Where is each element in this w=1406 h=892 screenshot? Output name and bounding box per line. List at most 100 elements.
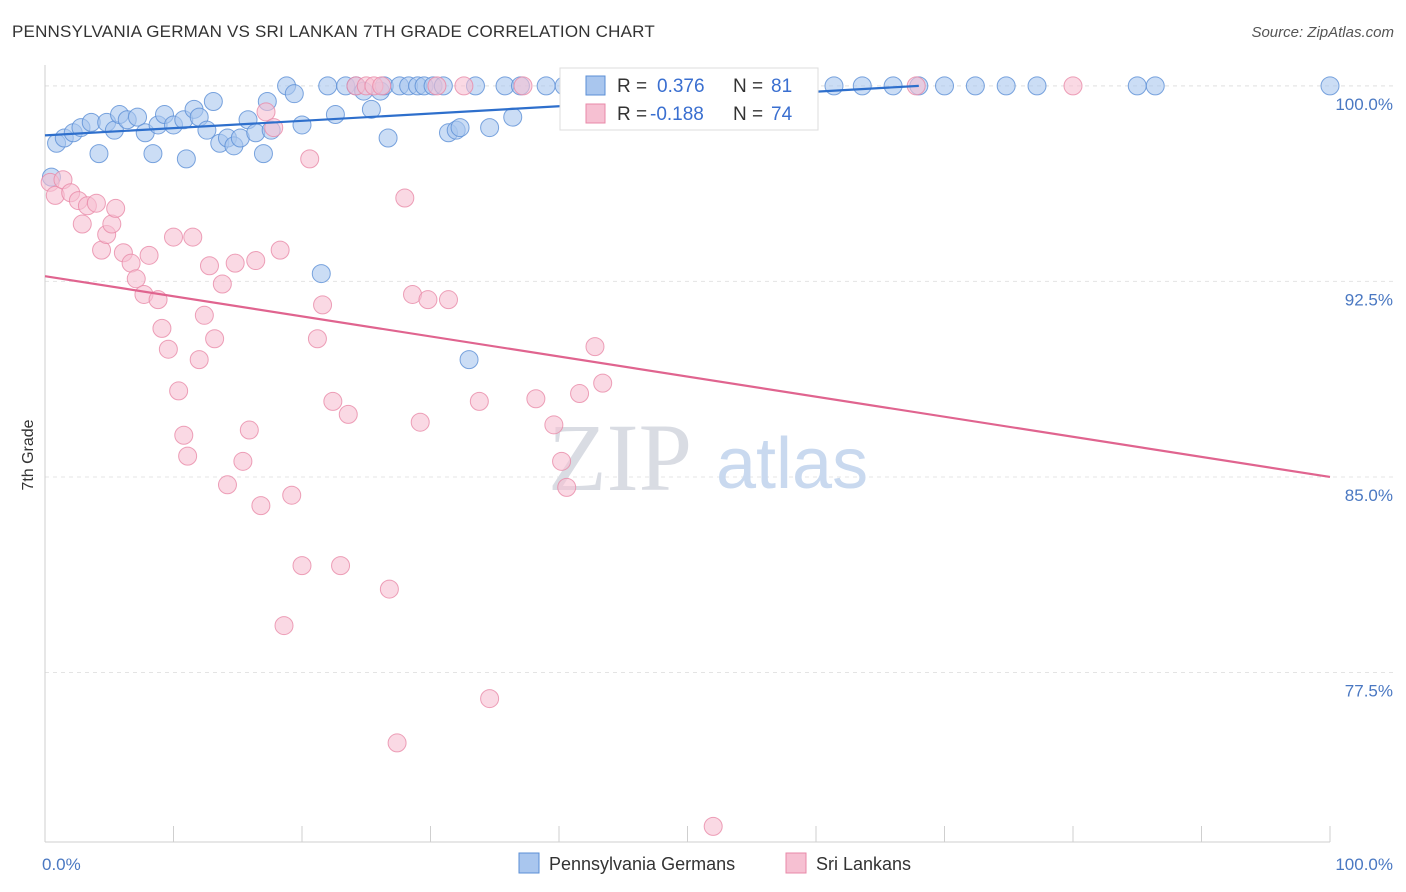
watermark-atlas: atlas [716,424,868,504]
point-pennsylvania-german [292,115,312,135]
point-pennsylvania-german [852,76,872,96]
point-sri-lankan [338,404,358,424]
point-sri-lankan [427,76,447,96]
point-pennsylvania-german [450,118,470,138]
point-pennsylvania-german [176,149,196,169]
point-sri-lankan [164,227,183,247]
point-sri-lankan [86,193,106,213]
point-sri-lankan [331,556,351,576]
legend-n-value-blue: 81 [771,76,792,97]
legend-r-label-pink: R = [617,104,647,125]
point-sri-lankan [418,290,438,310]
legend-n-value-pink: 74 [771,104,793,125]
point-pennsylvania-german [996,76,1016,96]
point-sri-lankan [106,198,126,218]
point-sri-lankan [169,381,189,401]
point-sri-lankan [570,384,590,404]
point-pennsylvania-german [1145,76,1165,96]
point-sri-lankan [323,391,343,411]
point-pennsylvania-german [480,118,500,138]
y-tick-label: 77.5% [1345,682,1393,701]
point-sri-lankan [126,269,146,289]
point-sri-lankan [544,415,564,435]
point-sri-lankan [205,329,225,349]
point-sri-lankan [513,76,533,96]
point-pennsylvania-german [1027,76,1047,96]
point-sri-lankan [1063,76,1083,96]
point-sri-lankan [307,329,327,349]
point-sri-lankan [379,579,399,599]
point-sri-lankan [178,446,198,466]
legend-r-value-blue: 0.376 [657,76,705,97]
point-pennsylvania-german [361,99,381,119]
trend-line-sri-lankan [44,275,1331,479]
point-pennsylvania-german [318,76,338,96]
point-pennsylvania-german [1127,76,1147,96]
point-sri-lankan [189,350,209,370]
point-pennsylvania-german [824,76,844,96]
legend-swatch-pink [585,103,606,124]
point-sri-lankan [225,253,245,273]
point-sri-lankan [585,337,605,357]
point-pennsylvania-german [378,128,398,148]
point-sri-lankan [270,240,290,260]
point-sri-lankan [300,149,320,169]
point-sri-lankan [282,485,302,505]
point-pennsylvania-german [965,76,985,96]
y-tick-label: 92.5% [1345,290,1393,309]
point-sri-lankan [387,733,407,753]
point-sri-lankan [557,477,577,497]
x-tick-label-max: 100.0% [1335,855,1393,874]
point-sri-lankan [217,475,237,495]
x-tick-label-min: 0.0% [42,855,81,874]
point-sri-lankan [212,274,232,294]
point-sri-lankan [703,816,723,836]
point-sri-lankan [395,188,415,208]
point-sri-lankan [552,451,572,471]
point-sri-lankan [526,389,546,409]
chart-title: PENNSYLVANIA GERMAN VS SRI LANKAN 7TH GR… [12,22,655,41]
point-sri-lankan [256,102,276,122]
point-sri-lankan [152,318,172,338]
point-pennsylvania-german [89,144,109,164]
point-pennsylvania-german [128,107,148,127]
point-pennsylvania-german [311,264,331,284]
point-pennsylvania-german [459,350,479,370]
point-sri-lankan [194,305,214,325]
y-tick-label: 100.0% [1335,95,1393,114]
legend-r-value-pink: -0.188 [650,104,704,125]
legend-r-label-blue: R = [617,76,647,97]
point-pennsylvania-german [536,76,556,96]
point-sri-lankan [410,412,430,432]
point-pennsylvania-german [143,144,163,164]
point-sri-lankan [251,496,271,516]
point-sri-lankan [454,76,474,96]
series-legend-swatch-blue [518,852,540,874]
point-sri-lankan [593,373,613,393]
point-sri-lankan [102,214,122,234]
watermark: ZIP atlas [548,404,868,511]
legend-swatch-blue [585,75,606,96]
point-pennsylvania-german [325,105,345,125]
point-pennsylvania-german [203,92,223,112]
point-sri-lankan [139,245,159,265]
legend-n-label-pink: N = [733,104,763,125]
point-sri-lankan [183,227,203,247]
point-sri-lankan [174,425,194,445]
series-legend-label-pink: Sri Lankans [816,854,911,874]
point-sri-lankan [469,391,489,411]
gridlines [45,85,1393,674]
axes: 77.5% 85.0% 92.5% 100.0% [44,65,1393,843]
y-tick-label: 85.0% [1345,486,1393,505]
point-sri-lankan [274,616,294,636]
legend-n-label-blue: N = [733,76,763,97]
point-sri-lankan [199,256,219,276]
point-sri-lankan [313,295,333,315]
point-sri-lankan [292,556,312,576]
point-sri-lankan [158,339,178,359]
point-sri-lankan [246,251,266,271]
point-pennsylvania-german [503,107,523,127]
point-sri-lankan [233,451,253,471]
point-sri-lankan [480,689,500,709]
